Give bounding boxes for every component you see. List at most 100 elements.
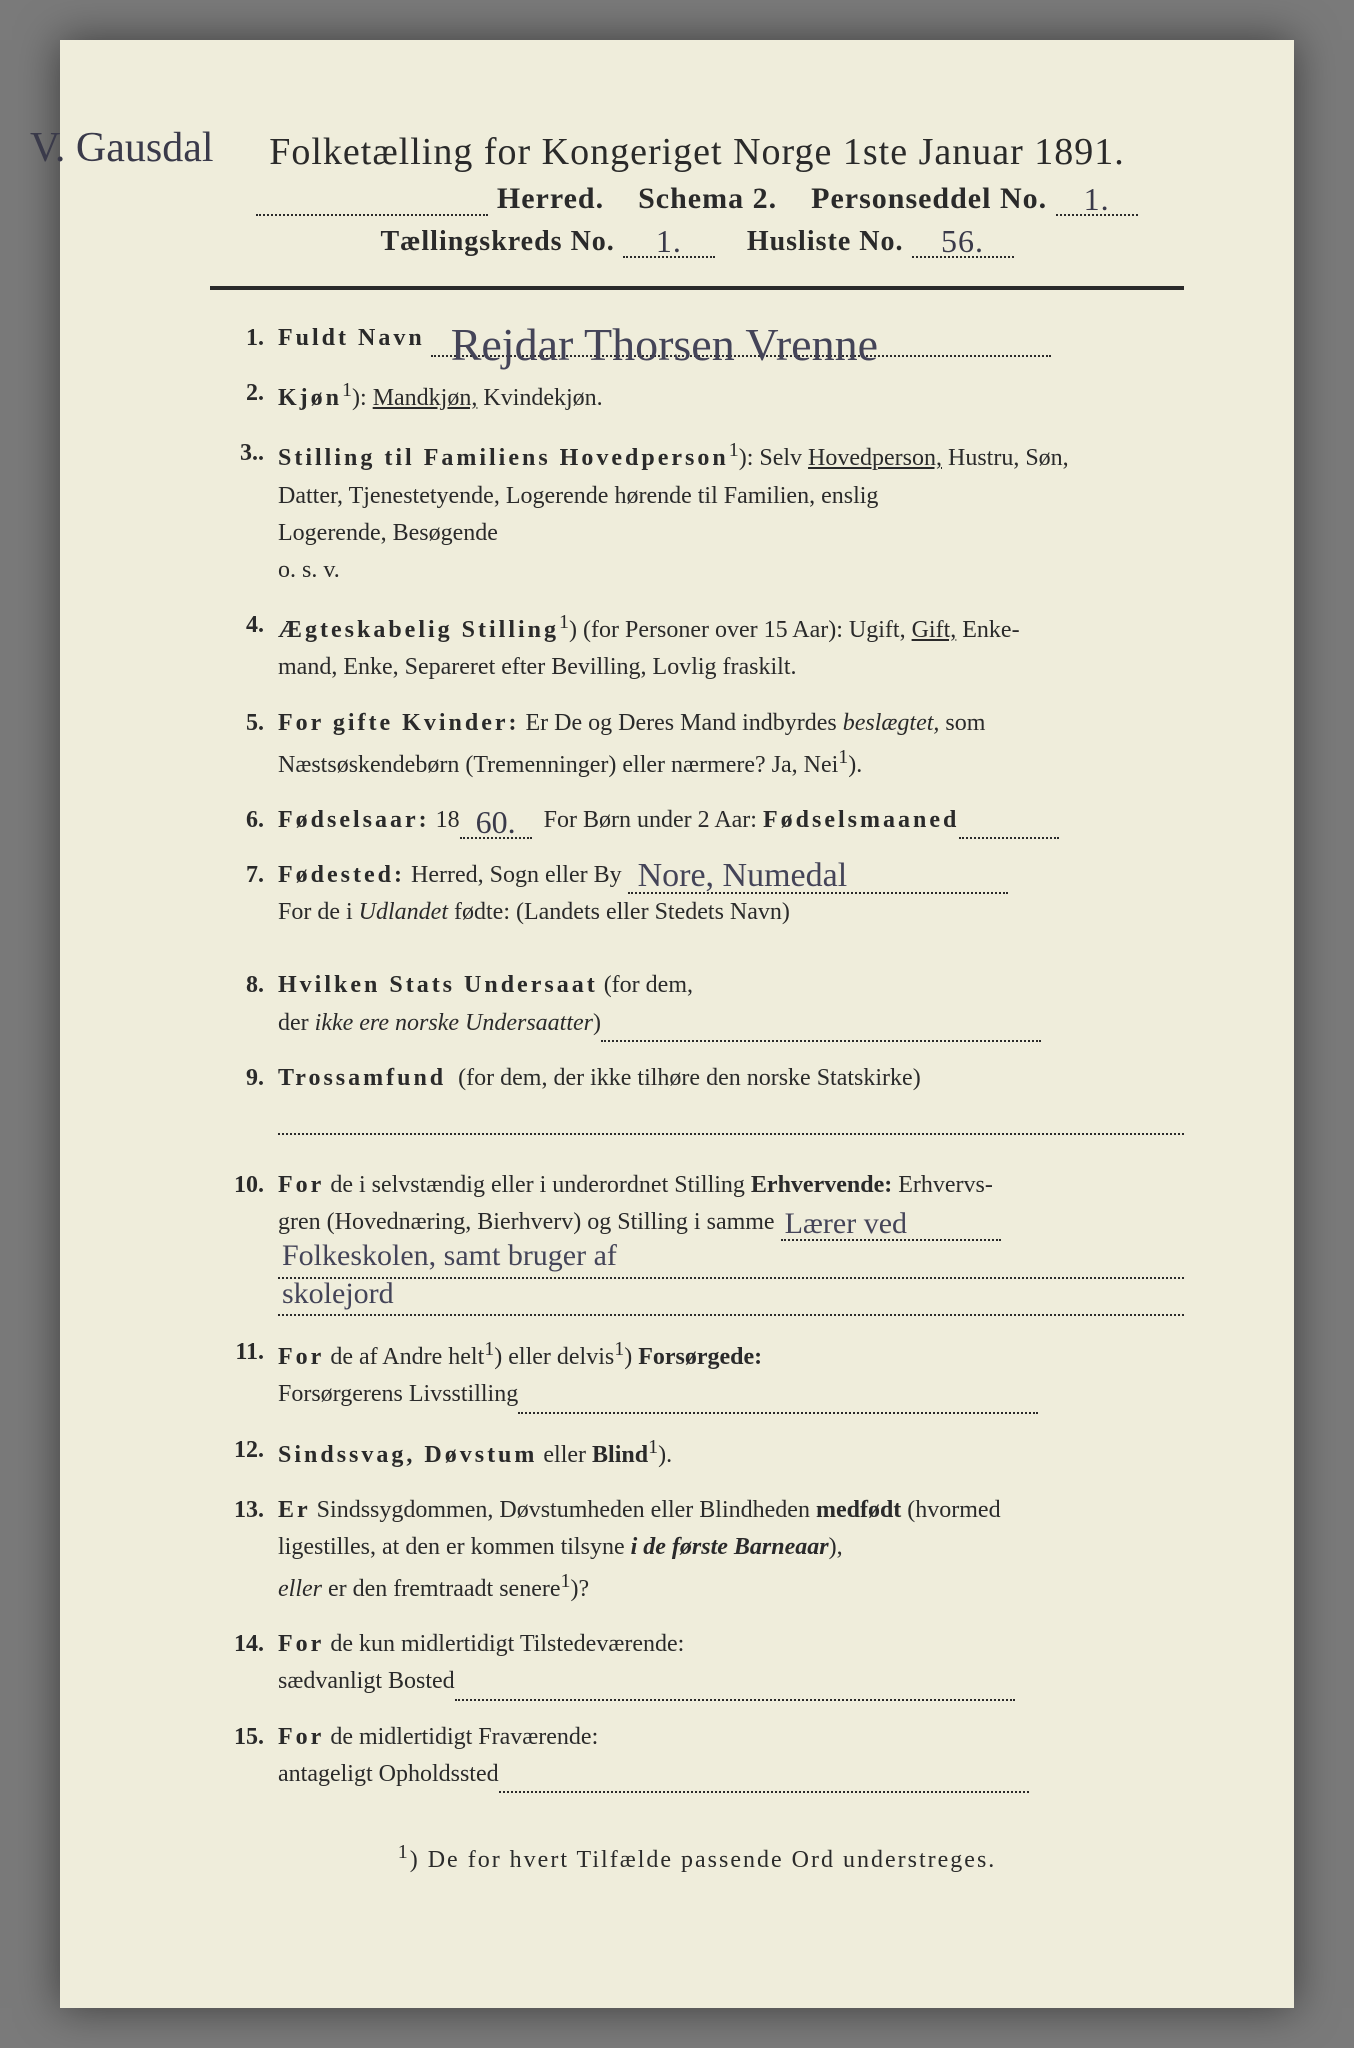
subtitle-line: Herred. Schema 2. Personseddel No. 1. bbox=[210, 182, 1184, 216]
q4-line2: mand, Enke, Separeret efter Bevilling, L… bbox=[278, 654, 797, 680]
q12-bold2: Blind bbox=[592, 1442, 648, 1468]
q13-num: 13. bbox=[210, 1492, 278, 1609]
q3-underlined: Hovedperson, bbox=[808, 445, 942, 471]
q3-texta: ): Selv bbox=[739, 445, 802, 471]
question-6: 6. Fødselsaar: 1860. For Børn under 2 Aa… bbox=[210, 802, 1184, 839]
q6-text: For Børn under 2 Aar: bbox=[544, 807, 757, 833]
q7-num: 7. bbox=[210, 857, 278, 931]
q2-opt1: Mandkjøn, bbox=[373, 385, 478, 411]
q15-text: de midlertidigt Fraværende: bbox=[330, 1724, 598, 1750]
q8-italic: ikke ere norske Undersaatter bbox=[315, 1010, 593, 1036]
q7-text: Herred, Sogn eller By bbox=[411, 862, 622, 888]
footnote-sup: 1 bbox=[398, 1841, 410, 1863]
q8-label: Hvilken Stats Undersaat bbox=[278, 972, 598, 998]
q10-texta: de i selvstændig eller i underordnet Sti… bbox=[330, 1172, 745, 1198]
q8-num: 8. bbox=[210, 967, 278, 1041]
q11-line2: Forsørgerens Livsstilling bbox=[278, 1381, 518, 1407]
question-12: 12. Sindssvag, Døvstum eller Blind1). bbox=[210, 1432, 1184, 1474]
question-14: 14. For de kun midlertidigt Tilstedevære… bbox=[210, 1626, 1184, 1700]
question-1: 1. Fuldt Navn Rejdar Thorsen Vrenne bbox=[210, 320, 1184, 357]
census-form-page: V. Gausdal Folketælling for Kongeriget N… bbox=[60, 40, 1294, 2008]
q10-val1: Lærer ved bbox=[785, 1201, 907, 1248]
q5-label: For gifte Kvinder: bbox=[278, 710, 520, 736]
q1-label: Fuldt Navn bbox=[278, 325, 425, 351]
personseddel-label: Personseddel No. bbox=[811, 182, 1047, 215]
q11-sup1: 1 bbox=[484, 1338, 494, 1360]
q11-label: For bbox=[278, 1344, 324, 1370]
question-8: 8. Hvilken Stats Undersaat (for dem, der… bbox=[210, 967, 1184, 1041]
q7-italic: Udlandet bbox=[359, 899, 448, 925]
q3-line3: Logerende, Besøgende bbox=[278, 520, 498, 546]
q12-num: 12. bbox=[210, 1432, 278, 1474]
q7-line2a: For de i bbox=[278, 899, 353, 925]
q5-text: Er De og Deres Mand indbyrdes bbox=[526, 710, 837, 736]
personseddel-value: 1. bbox=[1056, 185, 1138, 216]
q11-num: 11. bbox=[210, 1334, 278, 1413]
q14-line2: sædvanligt Bosted bbox=[278, 1668, 455, 1694]
herred-handwritten: V. Gausdal bbox=[30, 124, 214, 172]
q13-line2a: ligestilles, at den er kommen tilsyne bbox=[278, 1534, 625, 1560]
footnote-text: ) De for hvert Tilfælde passende Ord und… bbox=[410, 1847, 997, 1873]
q12-end: ). bbox=[658, 1442, 672, 1468]
q2-label: Kjøn bbox=[278, 385, 342, 411]
question-4: 4. Ægteskabelig Stilling1) (for Personer… bbox=[210, 607, 1184, 686]
herred-label: Herred. bbox=[497, 182, 604, 215]
subtitle-line2: Tællingskreds No. 1. Husliste No. 56. bbox=[210, 226, 1184, 258]
q13-label: Er bbox=[278, 1497, 311, 1523]
q13-line3b: er den fremtraadt senere bbox=[328, 1576, 561, 1602]
q2-sup: 1 bbox=[342, 379, 352, 401]
q6-label: Fødselsaar: bbox=[278, 807, 430, 833]
q10-val3: skolejord bbox=[282, 1271, 394, 1318]
q13-line3a: eller bbox=[278, 1576, 322, 1602]
q3-num: 3.. bbox=[210, 435, 278, 589]
q8-line2a: der bbox=[278, 1010, 309, 1036]
q14-text: de kun midlertidigt Tilstedeværende: bbox=[330, 1631, 684, 1657]
q9-num: 9. bbox=[210, 1060, 278, 1135]
q10-line2: gren (Hovednæring, Bierhverv) og Stillin… bbox=[278, 1209, 775, 1235]
q5-line2: Næstsøskendebørn (Tremenninger) eller næ… bbox=[278, 752, 838, 778]
q4-texta: ) (for Personer over 15 Aar): Ugift, bbox=[569, 617, 906, 643]
q10-bold2: Erhvervende: bbox=[751, 1172, 892, 1198]
q4-underlined: Gift, bbox=[912, 617, 957, 643]
q1-value: Rejdar Thorsen Vrenne bbox=[451, 309, 878, 380]
q4-label: Ægteskabelig Stilling bbox=[278, 617, 559, 643]
q15-num: 15. bbox=[210, 1719, 278, 1793]
q6-label2: Fødselsmaaned bbox=[763, 807, 959, 833]
q1-num: 1. bbox=[210, 320, 278, 357]
schema-label: Schema 2. bbox=[638, 182, 777, 215]
question-15: 15. For de midlertidigt Fraværende: anta… bbox=[210, 1719, 1184, 1793]
q7-label: Fødested: bbox=[278, 862, 405, 888]
question-5: 5. For gifte Kvinder: Er De og Deres Man… bbox=[210, 705, 1184, 784]
question-11: 11. For de af Andre helt1) eller delvis1… bbox=[210, 1334, 1184, 1413]
q5-end: ). bbox=[848, 752, 862, 778]
q9-text: (for dem, der ikke tilhøre den norske St… bbox=[458, 1065, 921, 1091]
question-3: 3.. Stilling til Familiens Hovedperson1)… bbox=[210, 435, 1184, 589]
q3-label: Stilling til Familiens Hovedperson bbox=[278, 445, 729, 471]
q10-textb: Erhvervs- bbox=[898, 1172, 993, 1198]
q5-italic1: beslægtet, bbox=[843, 710, 940, 736]
q10-num: 10. bbox=[210, 1167, 278, 1317]
q13-sup: 1 bbox=[561, 1570, 571, 1592]
tellingskreds-label: Tællingskreds No. bbox=[380, 226, 614, 257]
q13-text2: (hvormed bbox=[907, 1497, 1000, 1523]
question-7: 7. Fødested: Herred, Sogn eller By Nore,… bbox=[210, 857, 1184, 931]
q10-label: For bbox=[278, 1172, 324, 1198]
herred-field bbox=[256, 214, 488, 216]
q5-sup: 1 bbox=[838, 746, 848, 768]
q7-value: Nore, Numedal bbox=[638, 850, 848, 903]
q5-num: 5. bbox=[210, 705, 278, 784]
q7-line2b: fødte: (Landets eller Stedets Navn) bbox=[454, 899, 790, 925]
footnote: 1) De for hvert Tilfælde passende Ord un… bbox=[210, 1841, 1184, 1874]
husliste-value: 56. bbox=[912, 227, 1014, 258]
question-10: 10. For de i selvstændig eller i underor… bbox=[210, 1167, 1184, 1317]
q5-text2: som bbox=[945, 710, 985, 736]
q13-italic1: i de første Barneaar bbox=[631, 1534, 829, 1560]
q13-end: )? bbox=[571, 1576, 590, 1602]
question-2: 2. Kjøn1): Mandkjøn, Kvindekjøn. bbox=[210, 375, 1184, 417]
question-9: 9. Trossamfund (for dem, der ikke tilhør… bbox=[210, 1060, 1184, 1135]
main-title: Folketælling for Kongeriget Norge 1ste J… bbox=[210, 130, 1184, 174]
q4-num: 4. bbox=[210, 607, 278, 686]
q12-sup: 1 bbox=[648, 1436, 658, 1458]
q3-line2: Datter, Tjenestetyende, Logerende hørend… bbox=[278, 483, 878, 509]
q12-label: Sindssvag, Døvstum bbox=[278, 1442, 537, 1468]
